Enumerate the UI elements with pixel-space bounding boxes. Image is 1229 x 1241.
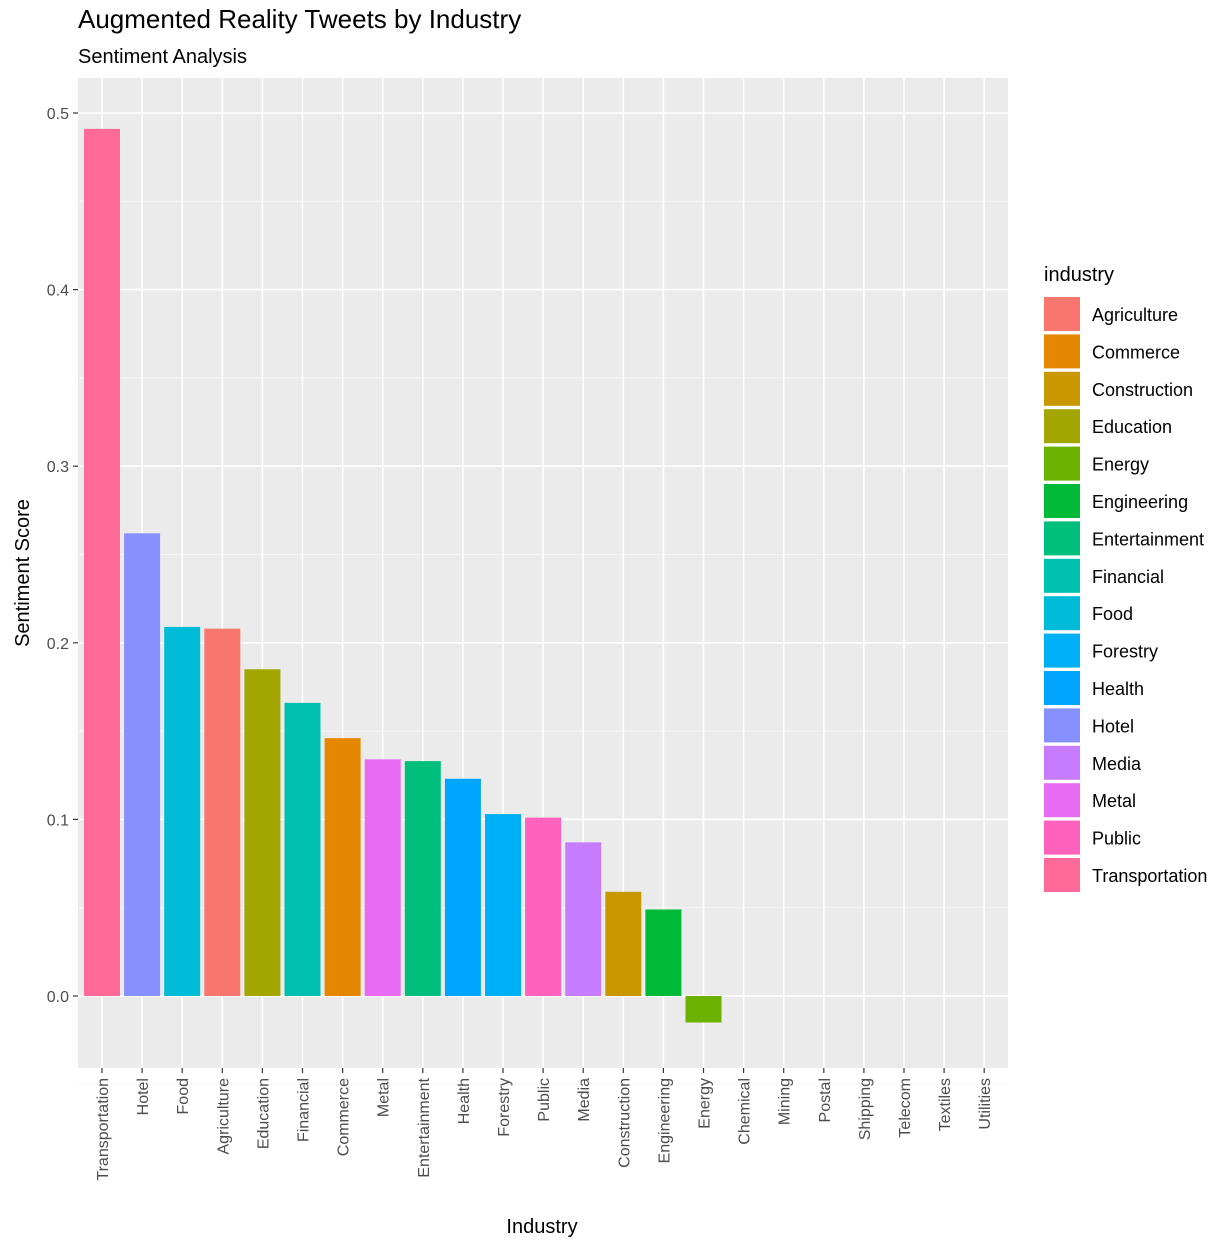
legend-swatch-hotel (1044, 708, 1080, 743)
legend-swatch-engineering (1044, 484, 1080, 518)
x-tick-label: Shipping (857, 1078, 874, 1140)
legend-label-media: Media (1092, 754, 1142, 774)
bar-transportation (84, 128, 120, 997)
bar-media (565, 842, 602, 996)
bars (84, 128, 722, 1023)
legend-label-energy: Energy (1092, 455, 1149, 475)
bar-education (244, 669, 281, 996)
legend-label-metal: Metal (1092, 791, 1136, 811)
bar-hotel (124, 533, 161, 996)
x-tick-label: Commerce (336, 1078, 353, 1156)
bar-food (164, 626, 201, 996)
x-tick-label: Chemical (737, 1078, 754, 1145)
bar-commerce (324, 738, 361, 996)
legend-label-transportation: Transportation (1092, 866, 1207, 886)
legend-label-public: Public (1092, 829, 1141, 849)
x-tick-label: Engineering (656, 1078, 673, 1163)
legend-label-commerce: Commerce (1092, 342, 1180, 362)
y-tick-label: 0.2 (47, 636, 69, 653)
x-tick-label: Financial (296, 1078, 313, 1142)
x-tick-label: Public (536, 1078, 553, 1122)
bar-forestry (485, 814, 521, 996)
x-axis: Transportation Hotel Food Agriculture Educat… (95, 1068, 994, 1181)
x-tick-label: Agriculture (215, 1078, 232, 1155)
legend-label-engineering: Engineering (1092, 492, 1188, 512)
x-tick-label: Textiles (937, 1078, 954, 1131)
x-tick-label: Hotel (135, 1078, 152, 1115)
x-tick-label: Health (456, 1078, 473, 1124)
legend-label-health: Health (1092, 679, 1144, 699)
x-tick-label: Postal (817, 1078, 834, 1122)
legend-label-education: Education (1092, 417, 1172, 437)
legend-label-construction: Construction (1092, 380, 1193, 400)
legend-label-food: Food (1092, 604, 1133, 624)
legend-swatch-transportation (1044, 858, 1080, 892)
legend-swatch-construction (1044, 371, 1080, 406)
bar-engineering (645, 909, 682, 996)
x-axis-title: Industry (506, 1216, 577, 1238)
x-tick-label: Utilities (977, 1078, 994, 1130)
chart-subtitle: Sentiment Analysis (78, 46, 247, 68)
legend-swatch-public (1044, 820, 1080, 855)
legend-title: industry (1044, 264, 1114, 286)
legend-swatch-entertainment (1044, 521, 1080, 556)
x-tick-label: Energy (697, 1078, 714, 1129)
x-tick-label: Food (175, 1078, 192, 1114)
x-tick-label: Metal (376, 1078, 393, 1117)
bar-metal (364, 759, 401, 996)
x-tick-label: Telecom (897, 1078, 914, 1138)
bar-agriculture (204, 628, 241, 996)
legend-swatch-forestry (1044, 633, 1080, 668)
legend-swatch-energy (1044, 446, 1080, 481)
bar-construction (605, 891, 642, 996)
legend-swatch-health (1044, 671, 1080, 705)
legend-swatch-education (1044, 409, 1080, 444)
legend-swatch-metal (1044, 783, 1080, 818)
bar-financial (284, 702, 321, 996)
bar-entertainment (404, 761, 441, 996)
legend-label-entertainment: Entertainment (1092, 529, 1204, 549)
y-tick-label: 0.1 (47, 812, 69, 829)
legend-label-financial: Financial (1092, 567, 1164, 587)
legend-swatch-financial (1044, 558, 1080, 593)
legend-swatch-food (1044, 596, 1080, 631)
legend-swatch-commerce (1044, 334, 1080, 369)
y-axis: 0.0 0.1 0.2 0.3 0.4 0.5 (47, 106, 78, 1006)
x-tick-label: Education (255, 1078, 272, 1149)
y-tick-label: 0.4 (47, 283, 69, 300)
legend: industry Agriculture Commerce Construction… (1044, 264, 1207, 892)
legend-label-forestry: Forestry (1092, 642, 1158, 662)
x-tick-label: Entertainment (416, 1077, 433, 1177)
legend-swatch-media (1044, 745, 1080, 780)
x-tick-label: Construction (616, 1078, 633, 1168)
legend-swatch-agriculture (1044, 297, 1080, 331)
x-tick-label: Mining (777, 1078, 794, 1125)
legend-label-hotel: Hotel (1092, 716, 1134, 736)
y-tick-label: 0.0 (47, 989, 69, 1006)
y-tick-label: 0.3 (47, 459, 69, 476)
x-tick-label: Forestry (496, 1078, 513, 1137)
legend-label-agriculture: Agriculture (1092, 305, 1178, 325)
bar-public (525, 817, 562, 996)
x-tick-label: Transportation (95, 1078, 112, 1181)
bar-energy (685, 996, 722, 1023)
chart-title: Augmented Reality Tweets by Industry (78, 4, 522, 34)
y-axis-title: Sentiment Score (12, 499, 34, 647)
bar-health (444, 778, 481, 996)
x-tick-label: Media (576, 1078, 593, 1122)
y-tick-label: 0.5 (47, 106, 69, 123)
